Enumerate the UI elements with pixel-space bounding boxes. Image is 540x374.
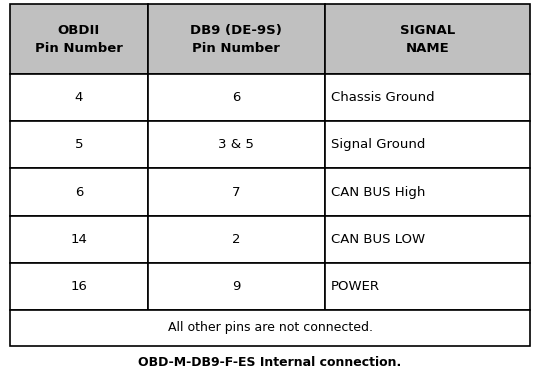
Bar (325, 263, 530, 310)
Bar (148, 74, 325, 121)
Text: OBDII: OBDII (58, 24, 100, 37)
Bar (10, 310, 530, 346)
Bar (10, 263, 148, 310)
Bar (10, 74, 148, 121)
Bar (148, 4, 325, 74)
Bar (325, 4, 530, 74)
Text: 6: 6 (75, 186, 83, 199)
Text: POWER: POWER (330, 280, 380, 293)
Text: CAN BUS High: CAN BUS High (330, 186, 425, 199)
Text: Signal Ground: Signal Ground (330, 138, 425, 151)
Text: Pin Number: Pin Number (35, 42, 123, 55)
Text: 5: 5 (75, 138, 83, 151)
Text: Chassis Ground: Chassis Ground (330, 91, 434, 104)
Bar (10, 215, 148, 263)
Text: 2: 2 (232, 233, 240, 246)
Bar (10, 121, 148, 168)
Text: DB9 (DE-9S): DB9 (DE-9S) (190, 24, 282, 37)
Bar (10, 168, 148, 215)
Bar (325, 121, 530, 168)
Bar (325, 74, 530, 121)
Text: 4: 4 (75, 91, 83, 104)
Text: SIGNAL: SIGNAL (400, 24, 455, 37)
Bar (148, 263, 325, 310)
Text: 7: 7 (232, 186, 240, 199)
Text: NAME: NAME (406, 42, 449, 55)
Text: 3 & 5: 3 & 5 (218, 138, 254, 151)
Text: 9: 9 (232, 280, 240, 293)
Bar (148, 215, 325, 263)
Text: Pin Number: Pin Number (192, 42, 280, 55)
Text: All other pins are not connected.: All other pins are not connected. (167, 322, 373, 334)
Bar (148, 168, 325, 215)
Bar (148, 121, 325, 168)
Bar (325, 168, 530, 215)
Text: 16: 16 (70, 280, 87, 293)
Text: 6: 6 (232, 91, 240, 104)
Bar (325, 215, 530, 263)
Text: CAN BUS LOW: CAN BUS LOW (330, 233, 425, 246)
Text: 14: 14 (70, 233, 87, 246)
Text: OBD-M-DB9-F-ES Internal connection.: OBD-M-DB9-F-ES Internal connection. (138, 356, 402, 370)
Bar (10, 4, 148, 74)
